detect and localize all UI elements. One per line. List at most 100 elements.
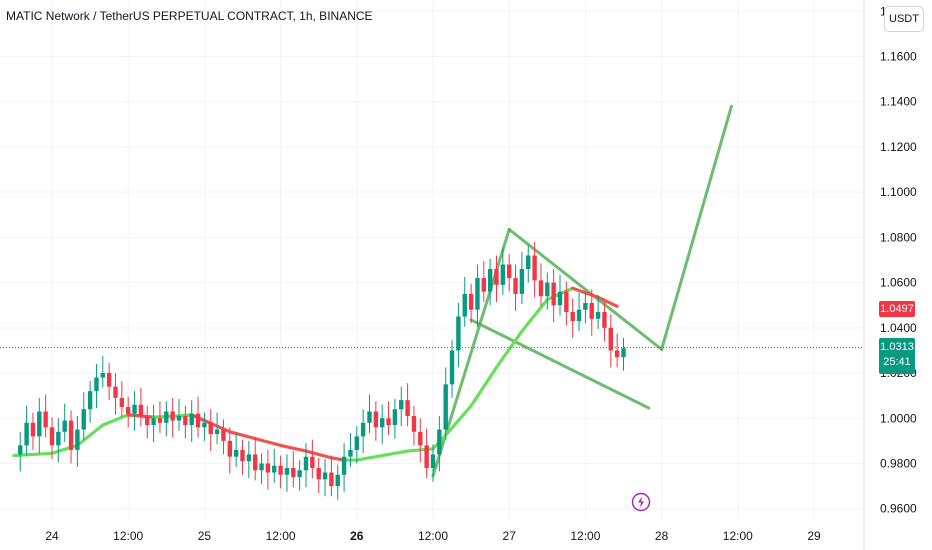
candle-body xyxy=(208,422,213,435)
candle-body xyxy=(424,445,429,468)
candle xyxy=(265,449,271,490)
candle xyxy=(551,269,556,323)
candle-body xyxy=(145,416,150,426)
candle-body xyxy=(164,411,169,423)
candle-body xyxy=(303,456,309,471)
candle xyxy=(157,401,163,433)
candle xyxy=(570,298,575,338)
moving-average-segment xyxy=(469,365,499,408)
time-tick-label: 25 xyxy=(198,529,212,543)
candle-body xyxy=(265,463,271,473)
candle xyxy=(322,458,328,497)
candle xyxy=(30,412,36,450)
time-tick-label: 28 xyxy=(655,529,669,543)
candle xyxy=(583,292,588,324)
candle-body xyxy=(437,429,442,455)
candle xyxy=(272,448,277,483)
candle xyxy=(411,405,417,446)
candle-body xyxy=(233,449,239,457)
candle xyxy=(37,397,42,454)
candle xyxy=(208,409,213,452)
candle-body xyxy=(380,418,385,428)
candle-body xyxy=(341,456,347,475)
candle-body xyxy=(443,384,448,430)
candle-body xyxy=(614,350,620,358)
flash-icon[interactable] xyxy=(631,492,651,512)
candle xyxy=(564,281,569,326)
last-price-value: 1.0313 xyxy=(880,341,914,353)
moving-average-segment xyxy=(253,437,283,447)
candle-body xyxy=(75,429,80,450)
moving-average-segment xyxy=(50,443,80,455)
candle xyxy=(164,401,169,437)
candle xyxy=(138,387,144,427)
candle-body xyxy=(284,468,290,475)
candle-body xyxy=(418,431,423,446)
candle xyxy=(494,255,499,302)
candle xyxy=(195,396,201,438)
candle-countdown: 25:41 xyxy=(883,356,911,368)
candle-body xyxy=(195,413,201,428)
time-tick-label: 12:00 xyxy=(266,529,296,543)
candle xyxy=(316,457,321,493)
candle-body xyxy=(399,400,404,410)
moving-average-segment xyxy=(596,295,619,308)
candle-body xyxy=(348,449,353,457)
moving-average-segment xyxy=(520,297,549,333)
candle xyxy=(557,274,563,316)
candle-body xyxy=(272,465,277,473)
candle-body xyxy=(468,293,474,310)
candle xyxy=(43,394,48,438)
candle xyxy=(259,453,264,484)
candle-body xyxy=(278,465,283,475)
candle-body xyxy=(246,454,252,462)
chart-title: MATIC Network / TetherUS PERPETUAL CONTR… xyxy=(6,9,373,23)
candle-body xyxy=(456,316,461,351)
candle xyxy=(405,383,410,427)
candle xyxy=(526,245,531,283)
time-tick-label: 29 xyxy=(807,529,821,543)
time-axis: 24 12:00 25 12:00 26 12:00 27 12:00 28 12:00 29 xyxy=(45,529,821,543)
candle-body xyxy=(513,278,518,294)
candle-body xyxy=(113,386,118,398)
candle xyxy=(113,373,118,415)
candle xyxy=(24,405,29,456)
candle xyxy=(418,418,423,463)
pattern-flagpole xyxy=(431,227,511,478)
currency-unit-button[interactable]: USDT xyxy=(884,6,924,32)
candle xyxy=(56,418,61,463)
candle-body xyxy=(310,456,315,468)
candle xyxy=(284,454,290,492)
candle xyxy=(183,405,188,439)
candle-body xyxy=(507,264,512,279)
moving-average-segment xyxy=(571,286,588,295)
candle-body xyxy=(532,255,537,281)
candle xyxy=(424,428,429,479)
candle-body xyxy=(221,429,226,441)
candle-body xyxy=(494,269,499,285)
candle xyxy=(392,399,398,439)
moving-average-segment xyxy=(494,329,524,369)
candle xyxy=(126,396,131,428)
candle xyxy=(87,380,93,423)
candle xyxy=(233,432,239,467)
price-tick-label: 1.0800 xyxy=(880,230,917,244)
candle xyxy=(303,443,309,488)
candle xyxy=(253,437,258,481)
price-axis: 0.96000.98001.00001.02001.04001.06001.08… xyxy=(880,4,917,515)
candle-body xyxy=(411,416,417,432)
candle-body xyxy=(119,397,125,407)
candle-body xyxy=(487,269,493,292)
candle-body xyxy=(176,416,182,421)
candle xyxy=(297,460,302,491)
candle-body xyxy=(138,404,144,416)
candle xyxy=(49,417,55,459)
candle xyxy=(354,426,359,464)
candle xyxy=(532,241,537,298)
candle-body xyxy=(373,411,379,428)
candle xyxy=(386,401,391,436)
candle-body xyxy=(329,472,334,487)
candle-body xyxy=(37,411,42,437)
candle xyxy=(68,410,74,464)
